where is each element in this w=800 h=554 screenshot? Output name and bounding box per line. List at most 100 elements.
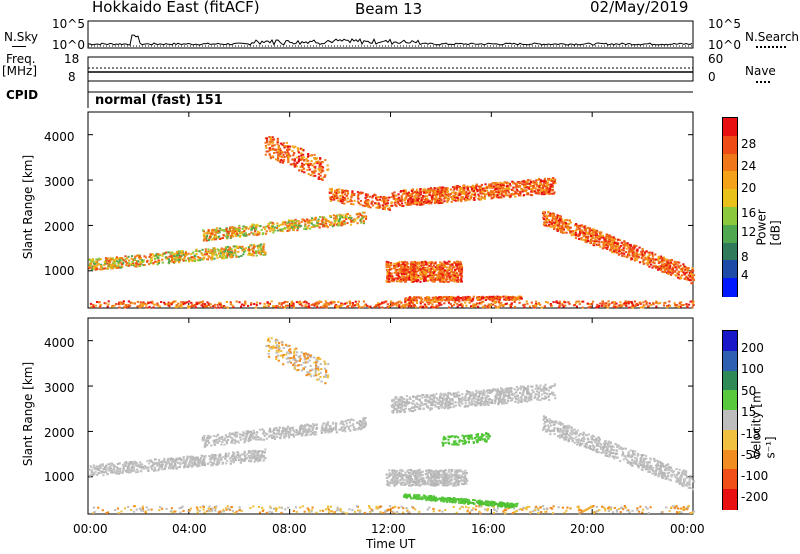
- power-pixel: [492, 182, 495, 185]
- power-pixel: [456, 275, 460, 277]
- power-pixel: [457, 194, 460, 196]
- power-pixel: [426, 275, 430, 278]
- power-pixel: [440, 190, 443, 193]
- power-pixel: [375, 202, 378, 205]
- power-pixel: [371, 204, 375, 207]
- power-pixel: [497, 300, 501, 303]
- power-pixel: [477, 296, 481, 298]
- power-pixel: [410, 190, 413, 192]
- power-pixel: [647, 305, 650, 308]
- power-pixel: [637, 253, 640, 256]
- power-pixel: [626, 302, 629, 305]
- power-pixel: [388, 305, 391, 308]
- power-pixel: [184, 250, 187, 253]
- power-pixel: [408, 267, 411, 270]
- power-pixel: [393, 195, 396, 198]
- power-pixel: [310, 304, 313, 306]
- power-pixel: [482, 300, 485, 303]
- power-pixel: [186, 301, 189, 304]
- power-pixel: [207, 239, 211, 242]
- power-pixel: [462, 185, 465, 188]
- power-pixel: [511, 295, 514, 298]
- power-pixel: [465, 193, 468, 196]
- power-pixel: [427, 187, 430, 190]
- power-pixel: [221, 237, 225, 239]
- power-pixel: [265, 146, 268, 149]
- power-pixel: [201, 300, 204, 303]
- power-pixel: [516, 189, 519, 192]
- power-pixel: [325, 224, 328, 227]
- power-pixel: [481, 297, 484, 299]
- power-pixel: [131, 261, 134, 263]
- power-pixel: [404, 280, 407, 283]
- power-pixel: [317, 224, 320, 227]
- power-pixel: [333, 198, 336, 201]
- power-pixel: [348, 300, 352, 303]
- power-pixel: [321, 177, 324, 180]
- power-pixel: [425, 272, 428, 274]
- power-pixel: [595, 236, 598, 238]
- power-pixel: [301, 162, 304, 165]
- power-pixel: [313, 153, 316, 156]
- power-pixel: [504, 194, 507, 197]
- power-pixel: [228, 230, 231, 233]
- power-pixel: [668, 300, 671, 303]
- power-pixel: [549, 304, 552, 307]
- power-pixel: [641, 255, 644, 257]
- power-pixel: [584, 229, 587, 232]
- power-pixel: [419, 202, 422, 205]
- power-pixel: [124, 260, 128, 263]
- power-pixel: [545, 180, 548, 183]
- power-pixel: [628, 247, 631, 250]
- power-pixel: [575, 228, 578, 231]
- power-pixel: [338, 213, 341, 216]
- power-pixel: [508, 194, 511, 197]
- power-pixel: [279, 153, 282, 156]
- power-pixel: [464, 298, 467, 301]
- power-pixel: [665, 262, 668, 265]
- power-pixel: [497, 185, 500, 188]
- power-pixel: [242, 234, 246, 237]
- power-pixel: [460, 188, 463, 190]
- power-pixel: [123, 305, 126, 308]
- power-pixel: [202, 229, 205, 232]
- power-pixel: [248, 249, 251, 252]
- power-pixel: [479, 185, 482, 188]
- power-pixel: [543, 305, 546, 308]
- power-pixel: [689, 274, 692, 277]
- power-pixel: [337, 199, 340, 202]
- power-pixel: [226, 231, 229, 234]
- power-pixel: [420, 203, 423, 206]
- power-pixel: [568, 222, 571, 225]
- power-pixel: [422, 203, 425, 206]
- power-pixel: [685, 303, 688, 306]
- power-pixel: [659, 257, 662, 260]
- power-pixel: [351, 219, 355, 222]
- power-pixel: [636, 256, 639, 259]
- power-pixel: [277, 144, 280, 147]
- power-pixel: [335, 192, 338, 195]
- power-pixel: [517, 181, 520, 184]
- power-pixel: [438, 304, 441, 307]
- power-pixel: [682, 263, 685, 266]
- power-pixel: [466, 197, 469, 200]
- power-pixel: [382, 208, 385, 210]
- power-pixel: [601, 304, 604, 307]
- power-pixel: [419, 191, 422, 194]
- power-pixel: [562, 221, 565, 224]
- power-pixel: [369, 195, 372, 198]
- power-pixel: [566, 227, 569, 230]
- power-pixel: [223, 252, 226, 255]
- power-pixel: [420, 271, 423, 274]
- power-pixel: [377, 302, 380, 305]
- power-pixel: [466, 299, 469, 302]
- power-pixel: [402, 189, 405, 192]
- power-pixel: [679, 275, 682, 278]
- power-pixel: [259, 244, 262, 247]
- power-pixel: [631, 254, 634, 257]
- power-pixel: [680, 274, 684, 277]
- power-pixel: [118, 301, 121, 304]
- power-pixel: [559, 216, 562, 219]
- power-pixel: [244, 228, 247, 231]
- power-pixel: [471, 305, 474, 308]
